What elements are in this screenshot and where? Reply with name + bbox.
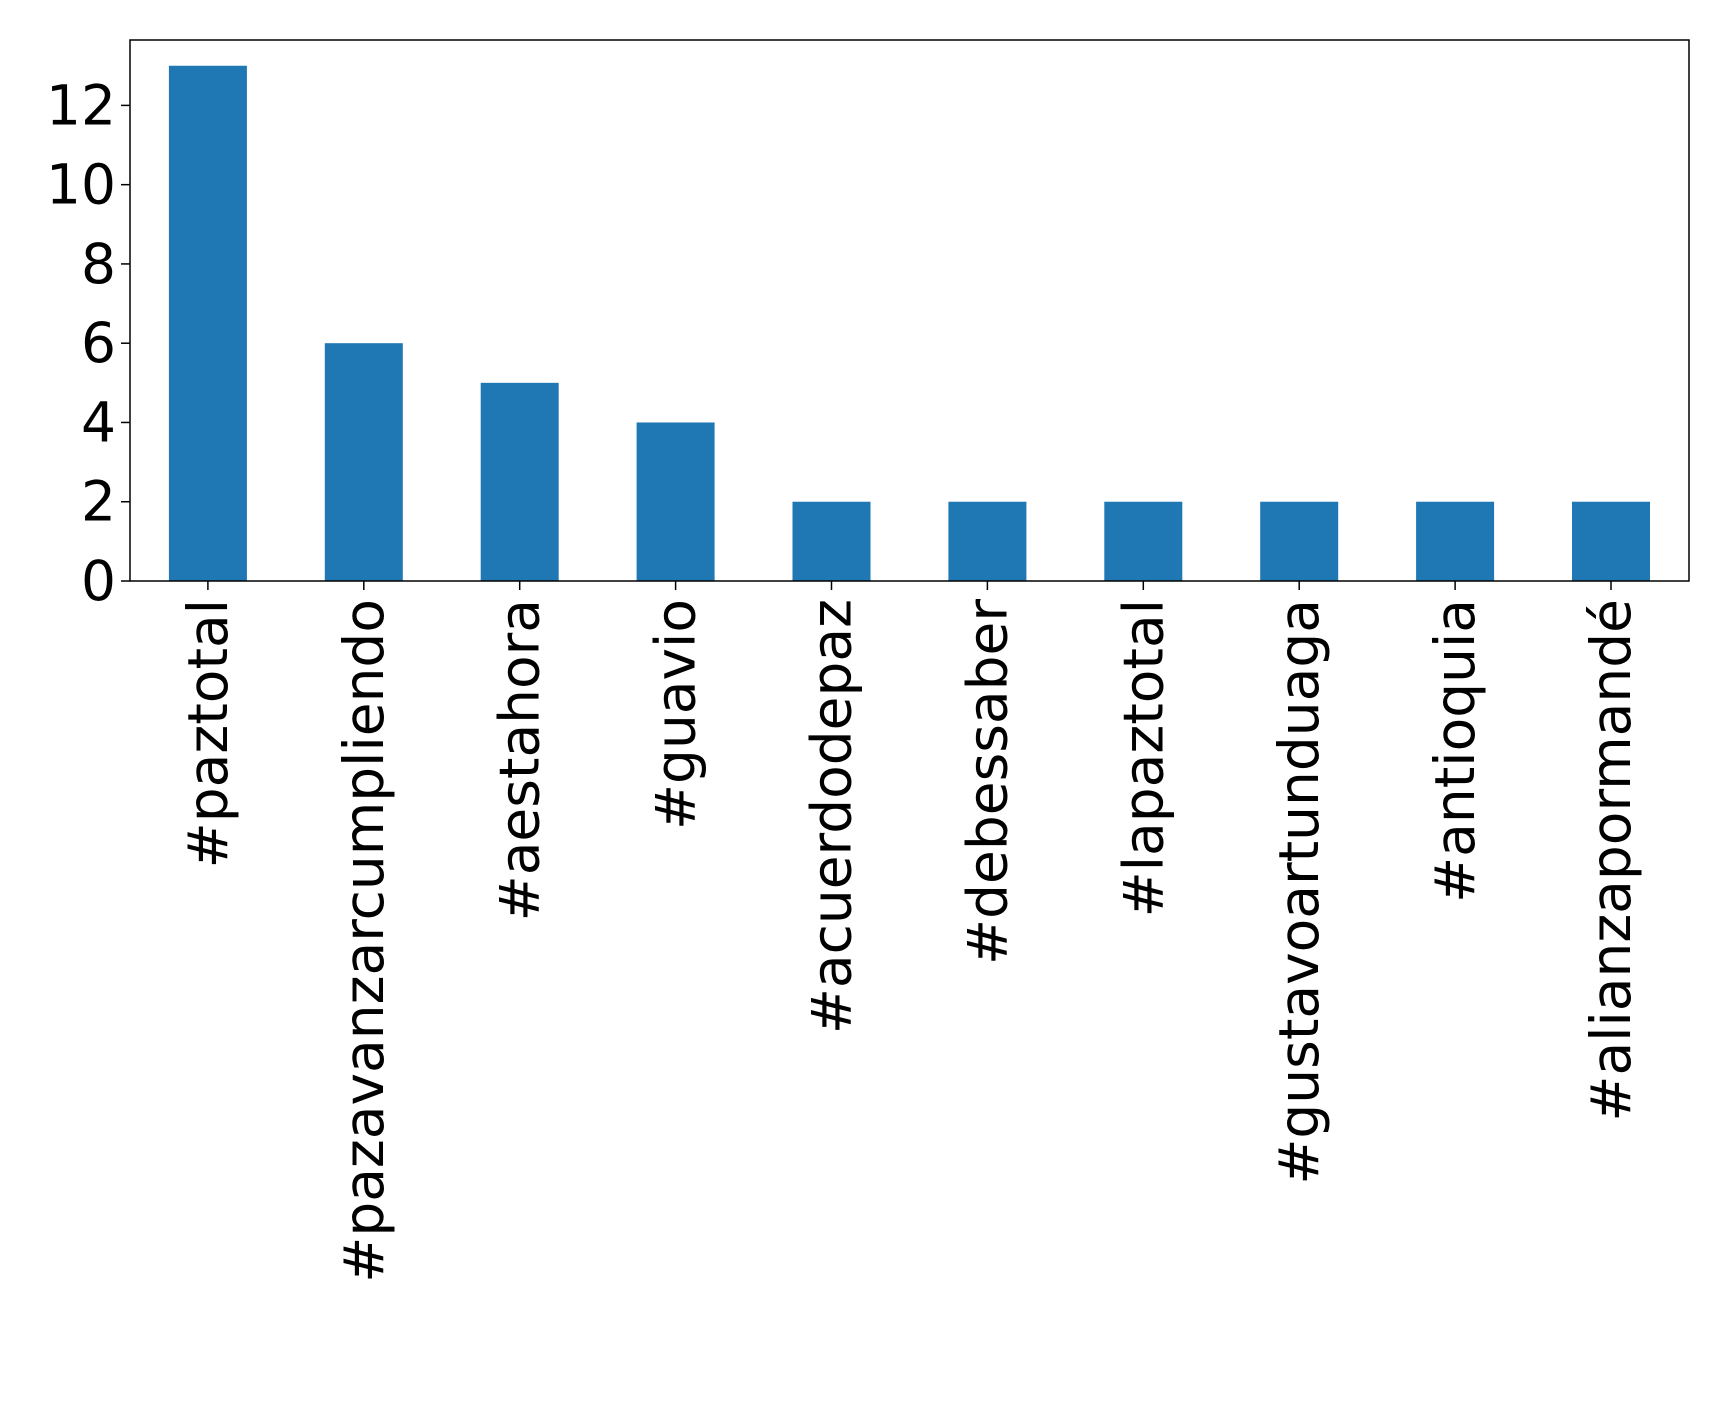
bar [1260, 501, 1339, 581]
x-tick-label: #paztotal [176, 599, 240, 868]
bar [1416, 501, 1495, 581]
bar [168, 65, 247, 581]
x-tick-label: #debessaber [955, 599, 1019, 965]
x-tick-label: #antioquia [1423, 599, 1487, 903]
bar [948, 501, 1027, 581]
y-tick-label: 0 [81, 549, 116, 613]
y-tick-label: 6 [81, 311, 116, 375]
bar [636, 422, 715, 581]
x-tick-label: #aestahora [488, 599, 552, 921]
x-tick-label: #guavio [644, 599, 708, 830]
x-tick-label: #acuerdodepaz [800, 599, 864, 1034]
y-tick-label: 2 [81, 470, 116, 534]
y-tick-label: 12 [46, 73, 116, 137]
x-tick-label: #gustavoartunduaga [1267, 599, 1331, 1185]
y-tick-label: 10 [46, 153, 116, 217]
y-tick-label: 4 [81, 390, 116, 454]
bar [1572, 501, 1650, 581]
bar [324, 343, 403, 581]
plot-frame [129, 39, 1690, 582]
bars-layer [168, 65, 1650, 581]
y-axis: 0 2 4 6 8 10 12 [46, 73, 130, 613]
x-axis: #paztotal #pazavanzarcumpliendo #aestahora… [176, 581, 1643, 1283]
x-tick-label: #pazavanzarcumpliendo [332, 599, 396, 1283]
y-tick-label: 8 [81, 232, 116, 296]
x-tick-label: #alianzapormandé [1579, 599, 1643, 1122]
bar [792, 501, 871, 581]
bar [480, 382, 559, 581]
bar [1104, 501, 1183, 581]
x-tick-label: #lapaztotal [1111, 599, 1175, 917]
